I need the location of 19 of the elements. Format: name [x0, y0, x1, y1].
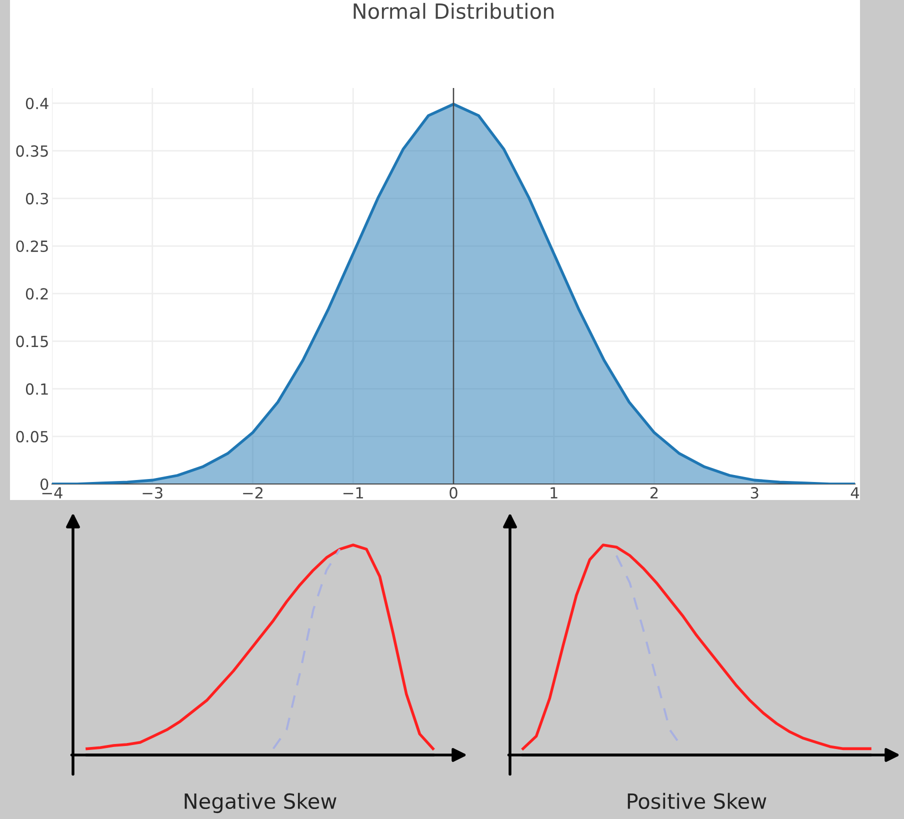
x-tick-label: −1 [343, 487, 363, 498]
y-tick-label: 0.1 [26, 383, 48, 395]
x-tick-label: 1 [550, 487, 558, 498]
x-tick-label: 2 [650, 487, 658, 498]
x-tick-label: 0 [450, 487, 458, 499]
y-tick-label: 0.3 [26, 192, 48, 204]
y-tick-label: 0.2 [26, 288, 48, 300]
x-tick-label: 4 [850, 487, 860, 498]
x-axis-title: Positive Skew [628, 792, 766, 810]
y-tick-label: 0.25 [16, 240, 48, 252]
x-tick-label: −2 [243, 487, 262, 498]
x-tick-label: 3 [750, 487, 758, 499]
y-tick-label: 0.35 [16, 145, 48, 157]
y-tick-label: 0.05 [16, 430, 48, 442]
chart-title: Normal Distribution [354, 2, 554, 20]
y-tick-label: 0.4 [26, 98, 48, 110]
y-tick-label: 0.15 [16, 336, 48, 348]
x-axis-title: Negative Skew [184, 792, 336, 814]
x-tick-label: −3 [142, 487, 162, 499]
